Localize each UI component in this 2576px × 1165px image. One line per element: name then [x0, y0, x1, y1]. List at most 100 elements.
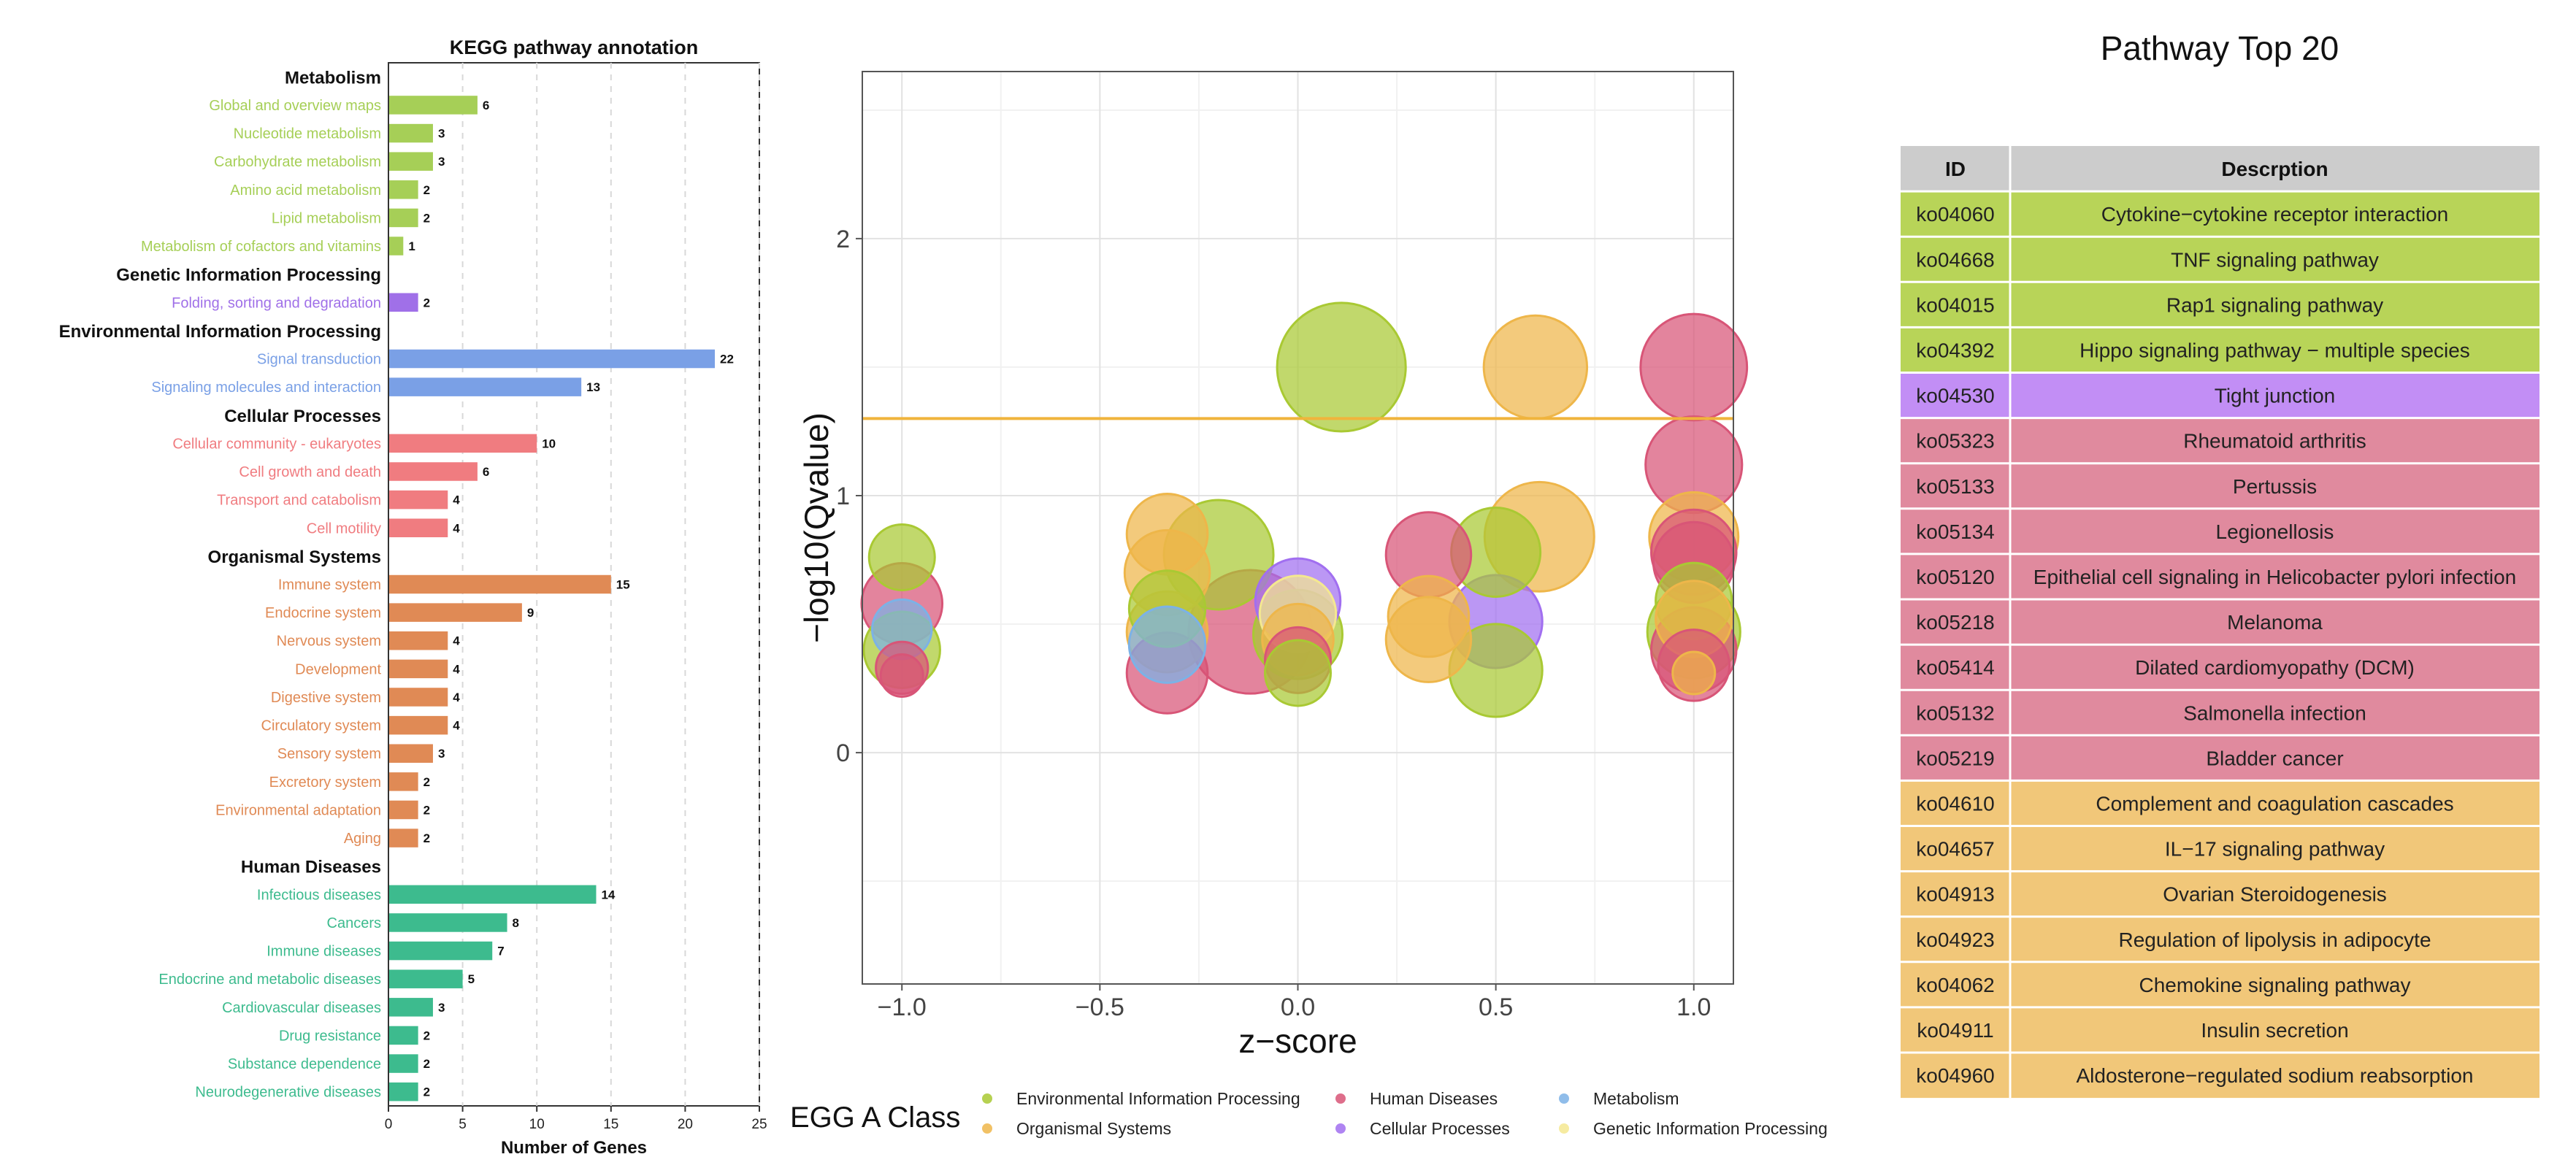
cell-description: Melanoma	[2227, 611, 2323, 634]
bar-value-label: 8	[513, 916, 519, 930]
table-row	[1901, 1007, 2539, 1053]
table-row	[1901, 780, 2539, 826]
bar-value-label: 14	[601, 888, 615, 901]
cell-description: Ovarian Steroidogenesis	[2163, 883, 2387, 906]
cell-id: ko05218	[1916, 611, 1994, 634]
bar	[389, 828, 418, 847]
bar-chart-title: KEGG pathway annotation	[450, 36, 699, 58]
x-tick-label: 5	[459, 1117, 467, 1132]
cell-description: Aldosterone−regulated sodium reabsorptio…	[2076, 1064, 2473, 1087]
category-label: Immune diseases	[267, 944, 381, 960]
category-label: Carbohydrate metabolism	[214, 154, 381, 170]
x-tick-label: 0.0	[1281, 993, 1315, 1021]
cell-id: ko04913	[1916, 883, 1994, 906]
bar	[389, 1026, 418, 1045]
column-header-description: Descrption	[2221, 158, 2328, 180]
category-label: Nervous system	[277, 634, 381, 650]
cell-description: Complement and coagulation cascades	[2096, 792, 2453, 815]
y-axis-label: −log10(Qvalue)	[797, 412, 835, 643]
category-label: Immune system	[278, 577, 381, 593]
bar-value-label: 10	[542, 437, 556, 450]
bar	[389, 688, 448, 707]
cell-id: ko05133	[1916, 475, 1994, 498]
category-label: Substance dependence	[228, 1056, 381, 1072]
cell-description: Bladder cancer	[2206, 747, 2343, 769]
bar-value-label: 3	[438, 127, 445, 141]
bar-value-label: 4	[453, 691, 460, 704]
category-label: Cell growth and death	[239, 464, 381, 480]
cell-id: ko04923	[1916, 928, 1994, 951]
table-title: Pathway Top 20	[2101, 29, 2339, 67]
category-label: Endocrine system	[265, 605, 381, 621]
legend-entry-label: Human Diseases	[1370, 1089, 1498, 1108]
cell-id: ko05120	[1916, 566, 1994, 588]
bubble-point	[1639, 312, 1749, 422]
cell-id: ko04392	[1916, 339, 1994, 361]
legend-swatch	[1559, 1123, 1569, 1134]
x-tick-label: 0	[385, 1117, 393, 1132]
cell-id: ko04060	[1916, 203, 1994, 226]
cell-id: ko04015	[1916, 293, 1994, 316]
cell-description: Cytokine−cytokine receptor interaction	[2101, 203, 2448, 226]
bar-value-label: 9	[527, 606, 534, 620]
table-row	[1901, 871, 2539, 917]
category-label: Endocrine and metabolic diseases	[158, 972, 381, 988]
bar	[389, 998, 433, 1017]
bar-value-label: 2	[423, 211, 430, 225]
bar	[389, 574, 611, 594]
bubble-point	[1127, 605, 1207, 684]
bar	[389, 800, 418, 820]
cell-description: TNF signaling pathway	[2171, 248, 2379, 271]
bar-value-label: 3	[438, 1001, 445, 1015]
category-label: Environmental adaptation	[215, 802, 381, 818]
table-row	[1901, 418, 2539, 464]
group-header: Cellular Processes	[224, 407, 381, 426]
bar	[389, 123, 433, 143]
bubble-point	[1671, 650, 1717, 696]
bar-value-label: 1	[408, 239, 415, 253]
bar	[389, 941, 493, 961]
category-label: Cancers	[327, 915, 381, 931]
table-row	[1901, 826, 2539, 872]
table-row	[1901, 553, 2539, 599]
bar-value-label: 5	[468, 972, 475, 986]
bubble-point	[1387, 574, 1471, 658]
bubble-point	[1125, 492, 1209, 576]
category-label: Infectious diseases	[257, 887, 381, 903]
bar-value-label: 2	[423, 296, 430, 309]
table-row	[1901, 690, 2539, 736]
legend-swatch	[982, 1093, 992, 1104]
bubble-point	[1264, 639, 1332, 707]
table-row	[1901, 961, 2539, 1007]
legend-entry-label: Genetic Information Processing	[1593, 1119, 1828, 1138]
cell-id: ko04960	[1916, 1064, 1994, 1087]
category-label: Digestive system	[271, 690, 381, 706]
cell-id: ko04657	[1916, 838, 1994, 861]
x-tick-label: 25	[751, 1117, 767, 1132]
x-tick-label: 1.0	[1676, 993, 1711, 1021]
bar	[389, 603, 522, 622]
bar-value-label: 2	[423, 775, 430, 789]
bar	[389, 96, 478, 115]
category-label: Circulatory system	[261, 718, 381, 734]
bar-value-label: 7	[497, 945, 504, 958]
bubble-chart: −1.0 −0.5 0.0 0.5 1.0 0 1 2 z−score −log10(Qvalue…	[790, 71, 1828, 1138]
cell-id: ko05414	[1916, 656, 1994, 679]
pathway-table: Pathway Top 20 ID Descrption ko04060 Cytokin…	[1901, 29, 2539, 1099]
cell-id: ko04610	[1916, 792, 1994, 815]
table-row	[1901, 237, 2539, 282]
x-axis-label: z−score	[1238, 1022, 1357, 1060]
group-header: Metabolism	[285, 68, 381, 88]
category-label: Cellular community - eukaryotes	[172, 436, 381, 452]
x-tick-label: −0.5	[1076, 993, 1124, 1021]
column-header-id: ID	[1945, 158, 1966, 180]
x-tick-label: 0.5	[1479, 993, 1513, 1021]
bar	[389, 885, 597, 904]
bar-value-label: 2	[423, 1057, 430, 1071]
bar-value-label: 4	[453, 719, 460, 733]
table-row	[1901, 645, 2539, 691]
bar	[389, 434, 537, 453]
legend-swatch	[1335, 1123, 1346, 1134]
category-label: Neurodegenerative diseases	[195, 1085, 381, 1101]
cell-id: ko04062	[1916, 974, 1994, 996]
